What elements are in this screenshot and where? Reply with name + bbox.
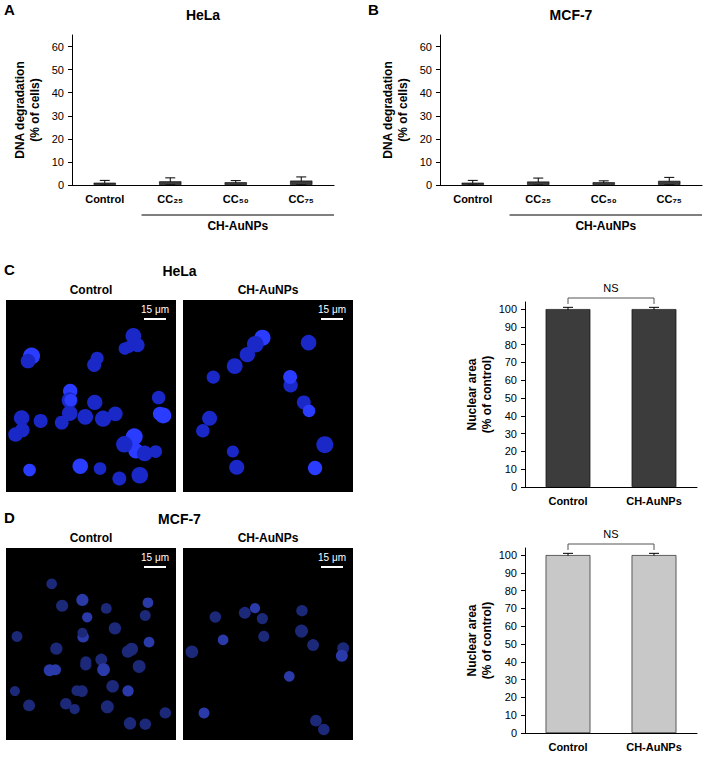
svg-text:60: 60 [420,41,432,53]
svg-text:15 μm: 15 μm [318,552,346,563]
svg-text:30: 30 [420,110,432,122]
svg-text:50: 50 [420,64,432,76]
svg-text:CC₂₅: CC₂₅ [157,193,183,205]
svg-text:CH-AuNPs: CH-AuNPs [575,219,636,233]
svg-text:(% of control): (% of control) [480,356,494,433]
svg-text:15 μm: 15 μm [141,304,169,315]
svg-text:Control: Control [70,531,113,545]
svg-text:Control: Control [548,495,587,507]
svg-text:HeLa: HeLa [186,7,220,23]
svg-text:CC₅₀: CC₅₀ [591,193,617,205]
svg-text:Control: Control [548,741,587,753]
svg-text:90: 90 [505,567,517,579]
svg-text:90: 90 [505,321,517,333]
svg-text:15 μm: 15 μm [318,304,346,315]
svg-text:HeLa: HeLa [162,263,196,279]
svg-text:20: 20 [52,133,64,145]
svg-text:20: 20 [420,133,432,145]
svg-text:0: 0 [426,179,432,191]
svg-text:DNA degradation: DNA degradation [381,61,395,159]
svg-text:0: 0 [511,727,517,739]
svg-text:(% of cells): (% of cells) [396,78,410,141]
svg-text:CC₇₅: CC₇₅ [657,193,682,205]
svg-text:NS: NS [603,528,618,540]
svg-text:100: 100 [499,303,517,315]
svg-text:CC₇₅: CC₇₅ [289,193,314,205]
svg-text:10: 10 [505,709,517,721]
svg-text:50: 50 [505,638,517,650]
svg-text:70: 70 [505,602,517,614]
svg-text:(% of control): (% of control) [480,602,494,679]
svg-text:30: 30 [52,110,64,122]
svg-text:Control: Control [70,283,113,297]
svg-text:C: C [4,261,15,278]
svg-text:60: 60 [52,41,64,53]
svg-text:30: 30 [505,674,517,686]
svg-text:20: 20 [505,445,517,457]
svg-text:CH-AuNPs: CH-AuNPs [626,495,682,507]
svg-text:15 μm: 15 μm [141,552,169,563]
svg-text:40: 40 [420,87,432,99]
svg-text:40: 40 [52,87,64,99]
svg-text:10: 10 [505,463,517,475]
svg-text:CH-AuNPs: CH-AuNPs [238,283,299,297]
svg-text:Control: Control [85,193,124,205]
svg-text:20: 20 [505,691,517,703]
svg-text:Nuclear area: Nuclear area [465,358,479,430]
svg-text:Control: Control [453,193,492,205]
svg-text:DNA degradation: DNA degradation [13,61,27,159]
svg-text:10: 10 [52,156,64,168]
svg-text:60: 60 [505,374,517,386]
svg-text:100: 100 [499,549,517,561]
svg-text:D: D [4,509,15,526]
svg-text:MCF-7: MCF-7 [158,511,201,527]
svg-text:0: 0 [511,481,517,493]
svg-text:50: 50 [505,392,517,404]
svg-text:50: 50 [52,64,64,76]
svg-text:B: B [368,1,379,18]
svg-text:0: 0 [58,179,64,191]
svg-text:40: 40 [505,410,517,422]
svg-text:80: 80 [505,585,517,597]
svg-text:30: 30 [505,428,517,440]
svg-text:(% of cells): (% of cells) [28,78,42,141]
svg-text:60: 60 [505,620,517,632]
svg-text:CH-AuNPs: CH-AuNPs [626,741,682,753]
svg-text:70: 70 [505,356,517,368]
svg-text:40: 40 [505,656,517,668]
svg-text:80: 80 [505,339,517,351]
svg-text:NS: NS [603,282,618,294]
svg-text:CC₂₅: CC₂₅ [525,193,551,205]
svg-text:CC₅₀: CC₅₀ [223,193,249,205]
svg-text:Nuclear area: Nuclear area [465,604,479,676]
svg-text:CH-AuNPs: CH-AuNPs [207,219,268,233]
svg-text:CH-AuNPs: CH-AuNPs [238,531,299,545]
svg-text:A: A [4,1,15,18]
svg-text:MCF-7: MCF-7 [550,7,593,23]
svg-text:10: 10 [420,156,432,168]
